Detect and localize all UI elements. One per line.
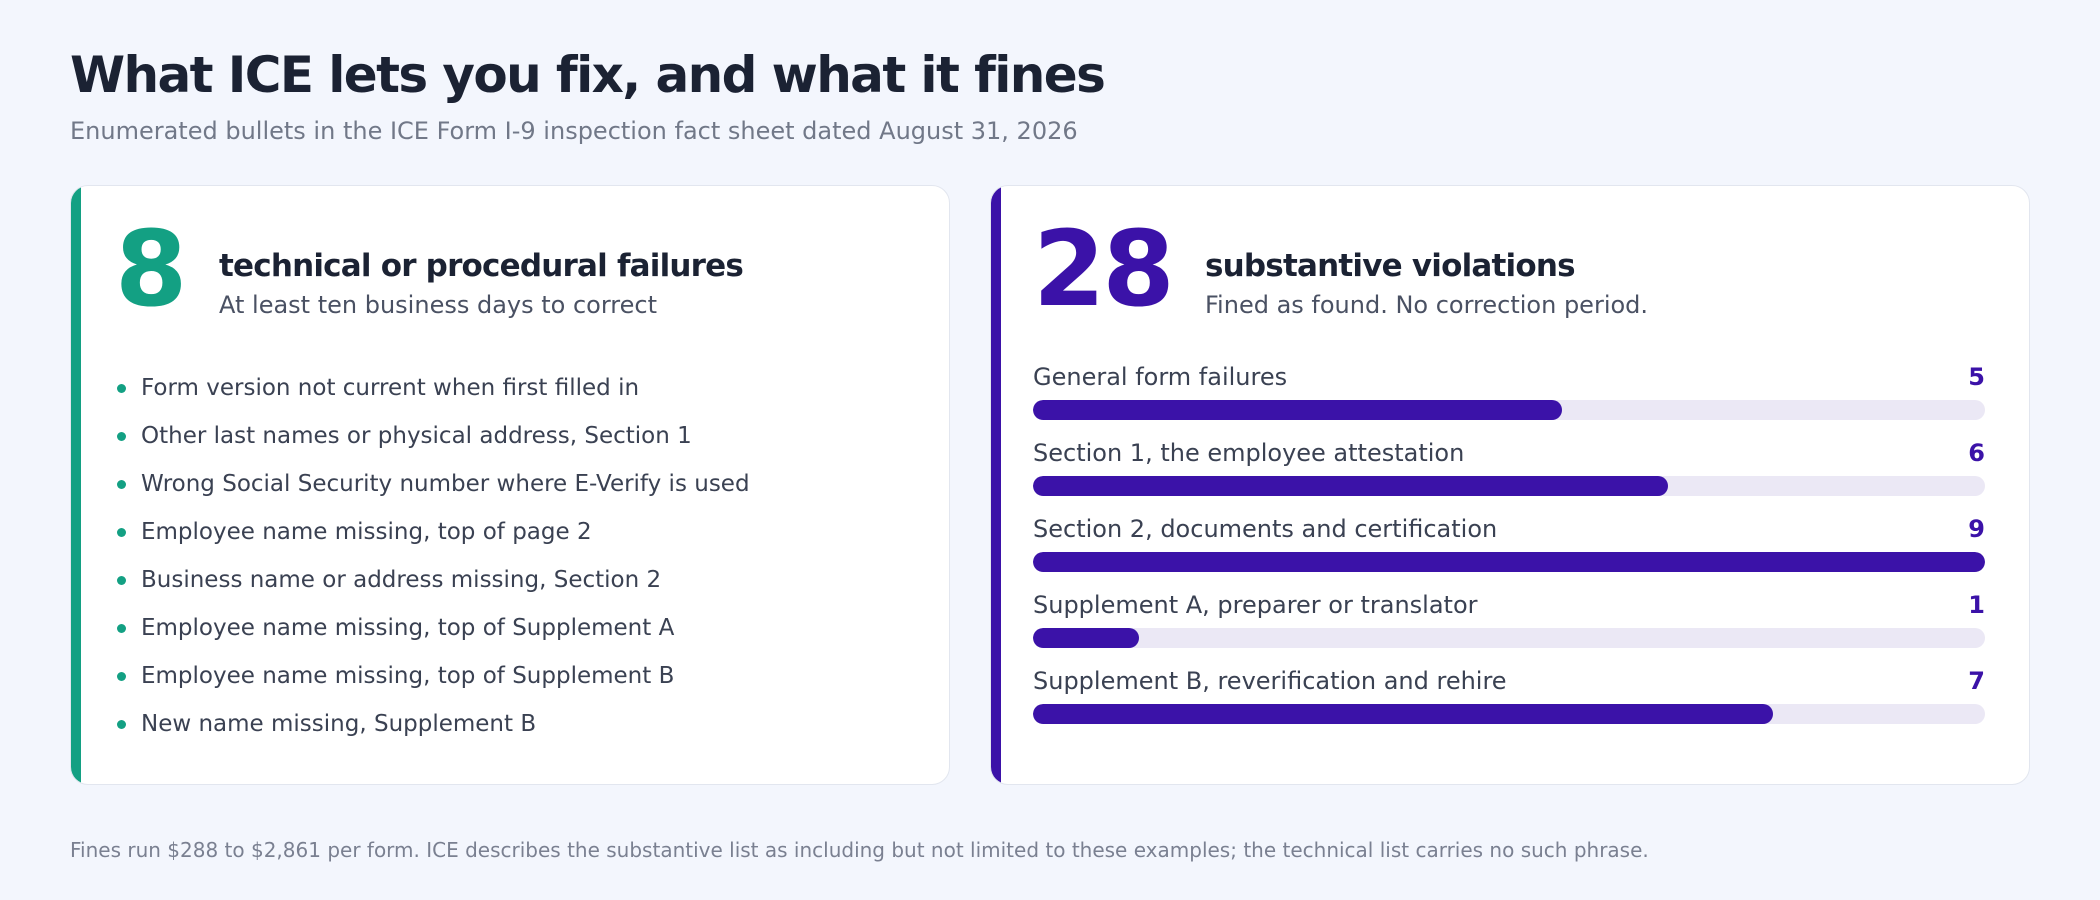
bullet-dot-icon — [117, 576, 126, 585]
bar-track — [1033, 552, 1985, 572]
technical-failures-card: 8 technical or procedural failures At le… — [70, 185, 950, 785]
bar-label: Supplement B, reverification and rehire — [1033, 667, 1507, 695]
list-item-text: Business name or address missing, Sectio… — [141, 567, 662, 593]
page-subtitle: Enumerated bullets in the ICE Form I-9 i… — [70, 117, 1078, 145]
bar-row: Section 1, the employee attestation 6 — [1033, 438, 1985, 514]
bullet-dot-icon — [117, 432, 126, 441]
bar-value-label: 6 — [1968, 439, 1985, 467]
technical-heading: technical or procedural failures — [219, 248, 744, 284]
bar-track — [1033, 704, 1985, 724]
bar — [1033, 552, 1985, 572]
list-item-text: Other last names or physical address, Se… — [141, 423, 692, 449]
bar-track — [1033, 400, 1985, 420]
list-item-text: Form version not current when first fill… — [141, 375, 640, 401]
bullet-dot-icon — [117, 528, 126, 537]
list-item: Employee name missing, top of page 2 — [117, 508, 750, 556]
technical-failures-list: Form version not current when first fill… — [117, 364, 750, 748]
bar-track — [1033, 628, 1985, 648]
footnote: Fines run $288 to $2,861 per form. ICE d… — [70, 838, 1649, 862]
bar-label: Section 2, documents and certification — [1033, 515, 1498, 543]
substantive-subheading: Fined as found. No correction period. — [1205, 291, 1649, 319]
list-item: New name missing, Supplement B — [117, 700, 750, 748]
list-item: Wrong Social Security number where E-Ver… — [117, 460, 750, 508]
bullet-dot-icon — [117, 384, 126, 393]
list-item: Business name or address missing, Sectio… — [117, 556, 750, 604]
bar-label: Supplement A, preparer or translator — [1033, 591, 1478, 619]
page-title: What ICE lets you fix, and what it fines — [70, 46, 1106, 104]
list-item-text: Wrong Social Security number where E-Ver… — [141, 471, 750, 497]
bar — [1033, 400, 1562, 420]
technical-accent-stripe — [71, 186, 81, 784]
technical-count: 8 — [115, 208, 187, 330]
bar-value-label: 9 — [1968, 515, 1985, 543]
bar — [1033, 628, 1139, 648]
bar-row: Supplement A, preparer or translator 1 — [1033, 590, 1985, 666]
substantive-heading: substantive violations — [1205, 248, 1576, 284]
substantive-accent-stripe — [991, 186, 1001, 784]
bar-label: Section 1, the employee attestation — [1033, 439, 1465, 467]
bar-track — [1033, 476, 1985, 496]
substantive-count: 28 — [1033, 208, 1175, 330]
list-item-text: Employee name missing, top of Supplement… — [141, 615, 675, 641]
substantive-violations-card: 28 substantive violations Fined as found… — [990, 185, 2030, 785]
list-item: Employee name missing, top of Supplement… — [117, 652, 750, 700]
list-item-text: Employee name missing, top of Supplement… — [141, 663, 675, 689]
substantive-bar-chart: General form failures 5 Section 1, the e… — [1033, 362, 1985, 742]
technical-subheading: At least ten business days to correct — [219, 291, 657, 319]
bullet-dot-icon — [117, 720, 126, 729]
bar-row: Supplement B, reverification and rehire … — [1033, 666, 1985, 742]
bullet-dot-icon — [117, 480, 126, 489]
bar-row: Section 2, documents and certification 9 — [1033, 514, 1985, 590]
bar-value-label: 7 — [1968, 667, 1985, 695]
list-item-text: New name missing, Supplement B — [141, 711, 537, 737]
bullet-dot-icon — [117, 672, 126, 681]
list-item: Form version not current when first fill… — [117, 364, 750, 412]
bar — [1033, 476, 1668, 496]
bar-row: General form failures 5 — [1033, 362, 1985, 438]
bullet-dot-icon — [117, 624, 126, 633]
list-item: Employee name missing, top of Supplement… — [117, 604, 750, 652]
list-item-text: Employee name missing, top of page 2 — [141, 519, 592, 545]
bar — [1033, 704, 1774, 724]
bar-value-label: 5 — [1968, 363, 1985, 391]
bar-value-label: 1 — [1968, 591, 1985, 619]
list-item: Other last names or physical address, Se… — [117, 412, 750, 460]
bar-label: General form failures — [1033, 363, 1288, 391]
